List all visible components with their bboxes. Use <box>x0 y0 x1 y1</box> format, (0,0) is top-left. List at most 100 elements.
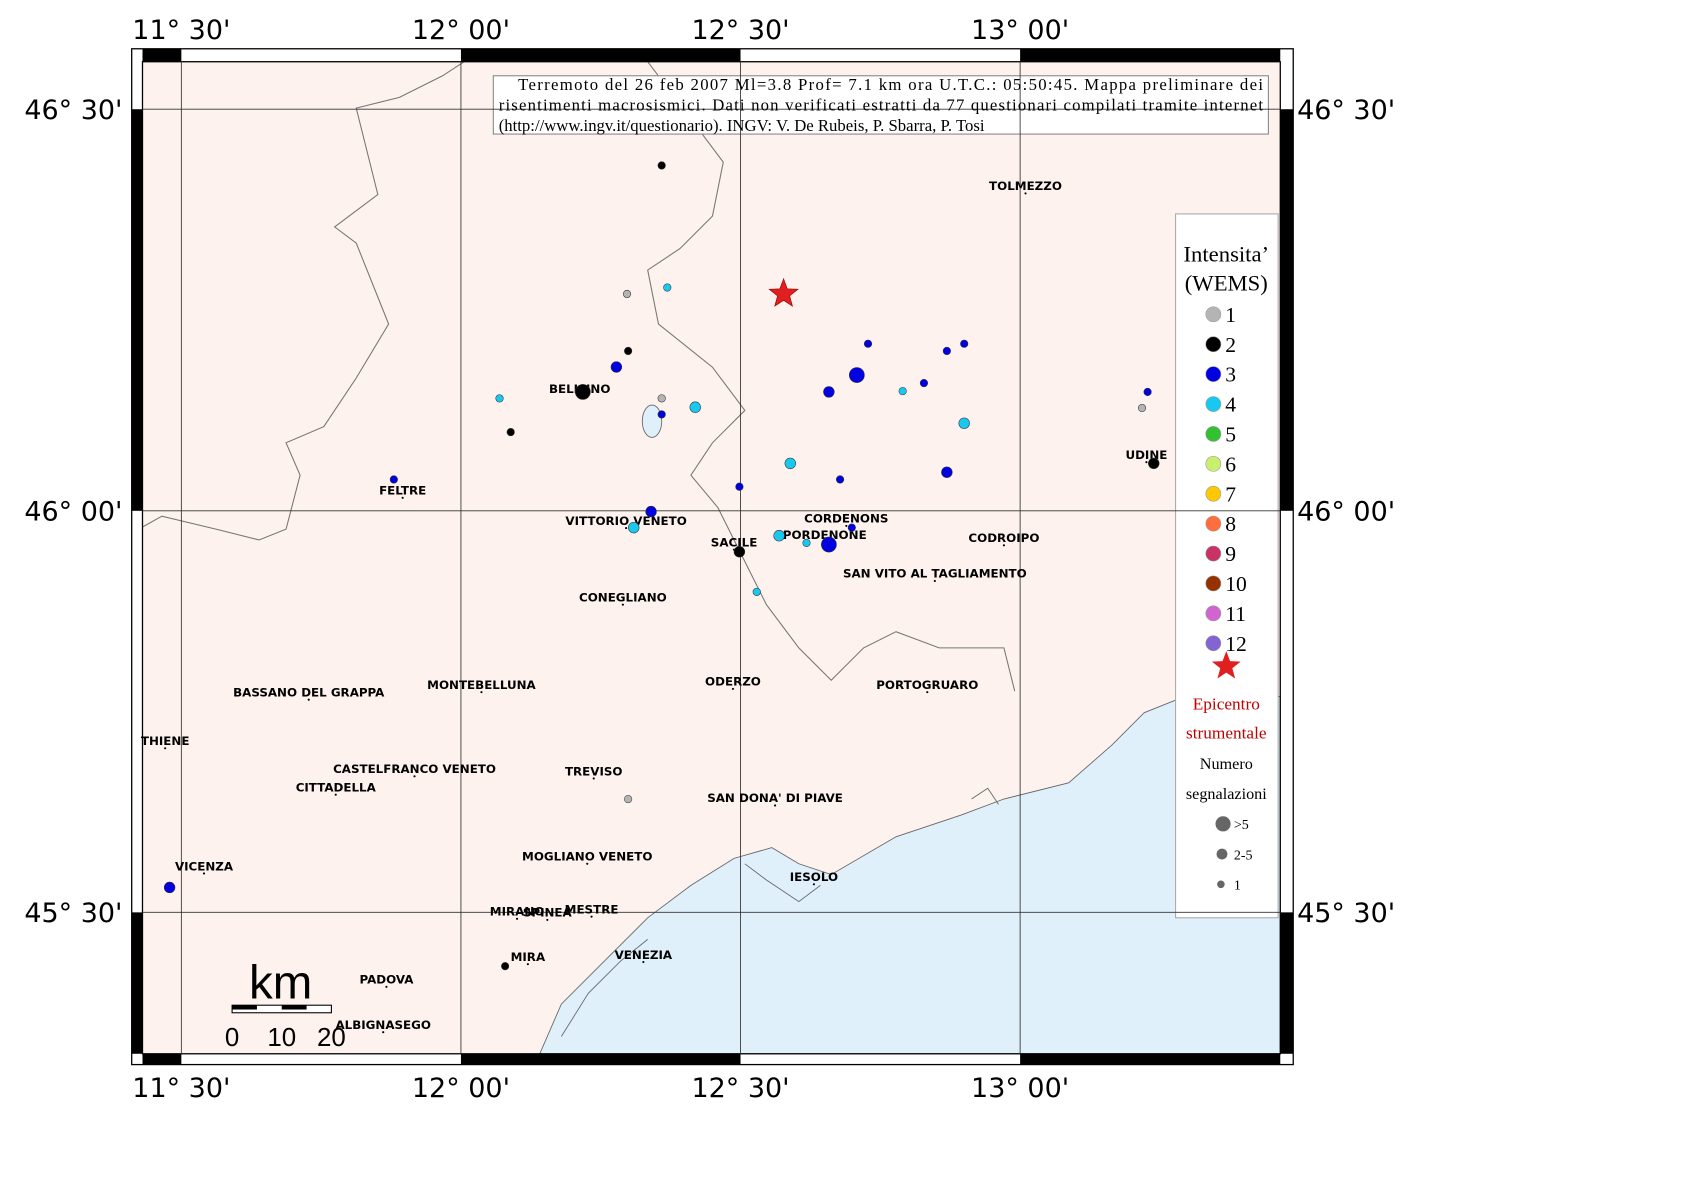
city-marker <box>621 603 624 606</box>
intensity-point <box>958 417 970 429</box>
scale-label: 10 <box>267 1024 296 1052</box>
legend-box <box>1175 213 1279 919</box>
legend-label: 4 <box>1225 393 1236 417</box>
city-marker <box>480 691 483 694</box>
intensity-point <box>657 410 666 419</box>
legend-label: 11 <box>1225 602 1246 626</box>
frame-band <box>142 1053 182 1065</box>
city-marker <box>926 691 929 694</box>
frame-band <box>142 48 182 62</box>
city-marker <box>202 872 206 875</box>
city-label: IESOLO <box>790 870 838 884</box>
intensity-point <box>847 523 856 532</box>
legend-size-title: segnalazioni <box>1186 785 1267 803</box>
city-label: CONEGLIANO <box>579 590 667 604</box>
city-label: FELTRE <box>379 484 426 498</box>
city-label: MESTRE <box>565 902 619 916</box>
legend-swatch <box>1205 336 1222 353</box>
intensity-point <box>1143 387 1152 396</box>
intensity-point <box>784 457 796 470</box>
intensity-point <box>622 289 632 299</box>
intensity-point <box>836 475 845 484</box>
intensity-point <box>624 795 633 804</box>
intensity-point <box>919 379 928 388</box>
intensity-point <box>849 367 865 383</box>
intensity-point <box>645 505 657 518</box>
intensity-point <box>628 521 640 534</box>
scale-label: 20 <box>317 1024 346 1052</box>
city-label: THIENE <box>141 734 190 748</box>
intensity-point <box>657 394 666 403</box>
city-marker <box>933 579 936 583</box>
city-label: CORDENONS <box>804 512 888 526</box>
legend-label: 2 <box>1225 333 1236 357</box>
lon-label: 12° 30' <box>691 1073 789 1104</box>
frame-band <box>1280 912 1294 1054</box>
legend-size-label: 1 <box>1234 878 1241 894</box>
legend-title: (WEMS) <box>1185 271 1268 296</box>
title-line: Terremoto del 26 feb 2007 Ml=3.8 Prof= 7… <box>518 75 1263 94</box>
frame-band <box>460 1053 741 1065</box>
city-marker <box>590 915 593 918</box>
lon-label: 12° 00' <box>412 1073 510 1104</box>
title-line: risentimenti macrosismici. Dati non veri… <box>499 95 1264 114</box>
legend-swatch <box>1205 575 1222 592</box>
city-label: SAN VITO AL TAGLIAMENTO <box>843 567 1027 581</box>
border <box>647 61 1016 692</box>
lake <box>641 404 663 438</box>
city-label: VENEZIA <box>615 948 673 962</box>
intensity-point <box>941 466 953 478</box>
city-marker <box>586 862 589 865</box>
lon-label: 13° 00' <box>971 1073 1069 1104</box>
city-label: BASSANO DEL GRAPPA <box>233 685 385 699</box>
city-marker <box>1024 192 1027 195</box>
legend-swatch <box>1205 366 1222 382</box>
city-label: MIRANO <box>490 905 545 919</box>
legend-label: 10 <box>1225 572 1247 596</box>
frame-band <box>1020 48 1281 62</box>
lon-label: 13° 00' <box>971 15 1069 46</box>
city-label: SACILE <box>711 535 757 549</box>
legend-swatch <box>1205 635 1222 652</box>
city-marker <box>334 793 337 796</box>
city-label: CODROIPO <box>968 531 1039 545</box>
city-marker <box>1145 461 1148 464</box>
lagoon <box>560 787 999 1037</box>
city-label: PORDENONE <box>783 528 867 542</box>
city-label: ALBIGNASEGO <box>335 1018 430 1032</box>
city-label: PORTOGRUARO <box>876 678 978 692</box>
legend-label: 6 <box>1225 452 1236 476</box>
city-marker <box>812 883 816 886</box>
title-box <box>492 75 1269 135</box>
frame-band <box>1280 109 1294 511</box>
lat-label: 46° 30' <box>24 95 122 126</box>
city-marker <box>731 687 735 690</box>
city-marker <box>773 804 777 807</box>
legend-swatch <box>1205 306 1222 323</box>
frame-band <box>460 48 741 62</box>
city-label: MIRA <box>511 950 546 964</box>
legend-size <box>1217 880 1225 889</box>
city-marker <box>385 985 388 988</box>
legend-label: 8 <box>1225 512 1236 536</box>
city-label: VITTORIO VENETO <box>565 514 686 528</box>
intensity-point <box>773 530 785 542</box>
lon-label: 12° 30' <box>691 15 789 46</box>
lon-label: 12° 00' <box>412 15 510 46</box>
lat-label: 46° 30' <box>1297 95 1395 126</box>
city-label: UDINE <box>1125 448 1167 462</box>
legend-swatch <box>1205 426 1222 442</box>
intensity-point <box>735 482 744 491</box>
city-label: SPINEA <box>523 906 573 920</box>
city-label: VICENZA <box>175 859 234 873</box>
city-marker <box>546 918 549 922</box>
legend-label: 1 <box>1225 303 1236 327</box>
title-line: (http://www.ingv.it/questionario). INGV:… <box>499 116 985 135</box>
intensity-point <box>942 346 951 356</box>
city-marker <box>164 747 167 750</box>
legend-epicenter: strumentale <box>1186 724 1267 743</box>
intensity-point <box>1137 403 1147 413</box>
legend-label: 9 <box>1225 542 1236 566</box>
legend-size <box>1215 816 1231 832</box>
legend-label: 7 <box>1225 482 1236 506</box>
